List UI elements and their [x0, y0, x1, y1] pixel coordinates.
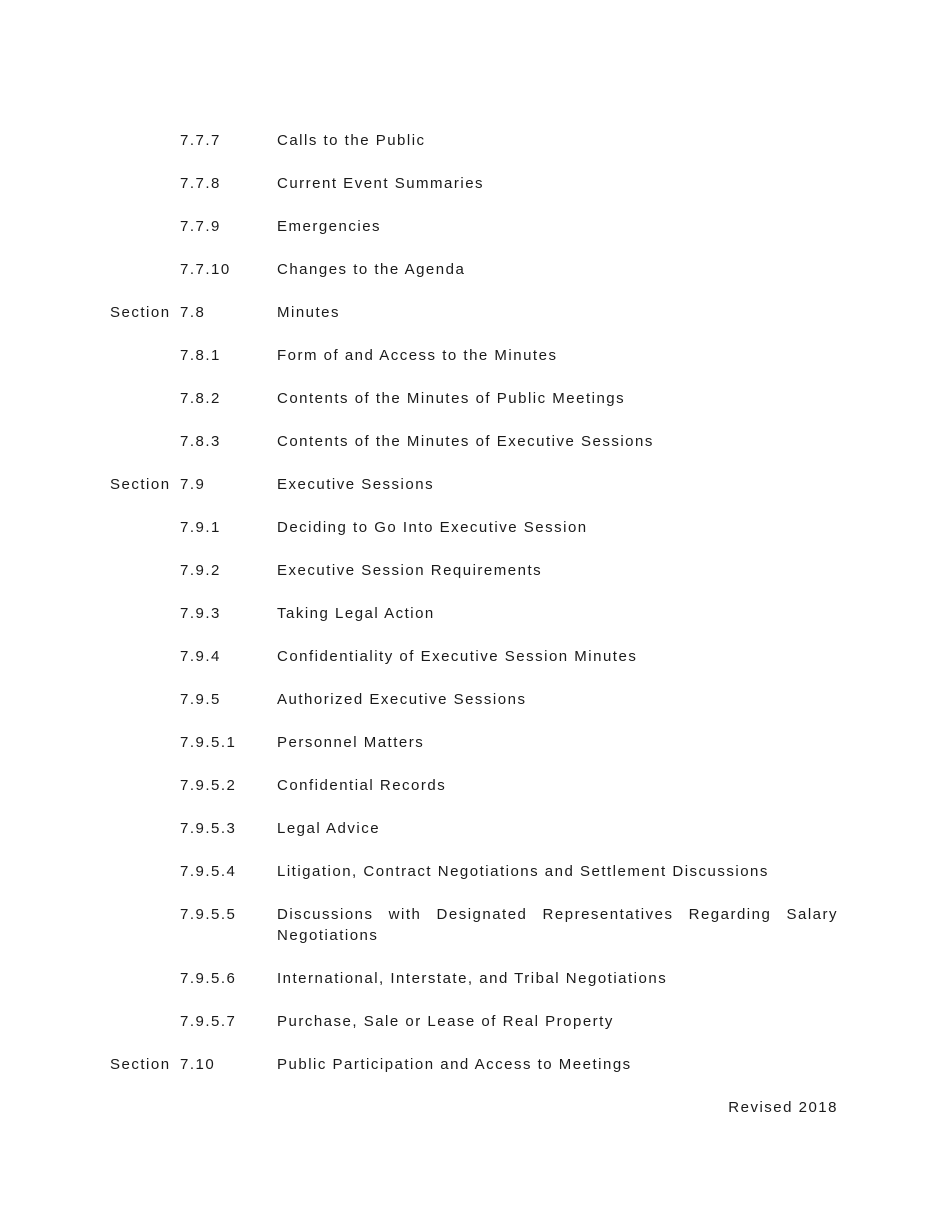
toc-entry: 7.9.5.6 International, Interstate, and T… [110, 968, 838, 989]
toc-entry: 7.9.5.4 Litigation, Contract Negotiation… [110, 861, 838, 882]
toc-entry-section-label [110, 560, 180, 581]
toc-entry-section-label [110, 345, 180, 366]
toc-entry: 7.8.2 Contents of the Minutes of Public … [110, 388, 838, 409]
toc-entry-title: Litigation, Contract Negotiations and Se… [277, 863, 769, 880]
toc-entry-section-label [110, 130, 180, 151]
toc-entry: 7.9.5.2 Confidential Records [110, 775, 838, 796]
toc-entry-section-label [110, 904, 180, 946]
toc-entry: 7.7.8 Current Event Summaries [110, 173, 838, 194]
toc-entry: 7.9.4 Confidentiality of Executive Sessi… [110, 646, 838, 667]
toc-entry-number: 7.9.5.3 [180, 820, 237, 837]
toc-entry-section-label [110, 517, 180, 538]
toc-entry-number: 7.9.5.1 [180, 734, 237, 751]
toc-entry-title: Purchase, Sale or Lease of Real Property [277, 1013, 614, 1030]
toc-entry: 7.9.5.1 Personnel Matters [110, 732, 838, 753]
toc-entry: 7.9.5 Authorized Executive Sessions [110, 689, 838, 710]
toc-entry-title: Confidential Records [277, 777, 447, 794]
toc-entry-section-label [110, 1011, 180, 1032]
toc-entry-section-label [110, 431, 180, 452]
toc-entry: 7.9.2 Executive Session Requirements [110, 560, 838, 581]
toc-entry-section-label [110, 732, 180, 753]
toc-entry-number: 7.9.2 [180, 562, 221, 579]
toc-entry-number: 7.8.2 [180, 390, 221, 407]
table-of-contents: 7.7.7 Calls to the Public 7.7.8 Current … [110, 0, 838, 1075]
toc-entry: 7.7.9 Emergencies [110, 216, 838, 237]
toc-entry-title: Discussions with Designated Representati… [277, 906, 838, 944]
toc-entry: 7.9.5.5 Discussions with Designated Repr… [110, 904, 838, 946]
toc-entry-section-label [110, 968, 180, 989]
toc-entry-title: Personnel Matters [277, 734, 425, 751]
toc-entry-number: 7.9.4 [180, 648, 221, 665]
toc-entry: 7.8.1 Form of and Access to the Minutes [110, 345, 838, 366]
toc-entry-title: Executive Session Requirements [277, 562, 543, 579]
toc-entry-number: 7.7.9 [180, 218, 221, 235]
toc-entry: Section 7.9 Executive Sessions [110, 474, 838, 495]
toc-entry-section-label [110, 216, 180, 237]
toc-entry-title: Current Event Summaries [277, 175, 485, 192]
toc-entry: 7.7.7 Calls to the Public [110, 130, 838, 151]
toc-entry-number: 7.7.10 [180, 261, 231, 278]
toc-entry-title: International, Interstate, and Tribal Ne… [277, 970, 668, 987]
toc-entry-title: Authorized Executive Sessions [277, 691, 527, 708]
toc-entry-number: 7.8.3 [180, 433, 221, 450]
toc-entry-section-label [110, 603, 180, 624]
toc-entry-section-label [110, 173, 180, 194]
toc-entry-number: 7.9.5.2 [180, 777, 237, 794]
toc-entry: Section 7.8 Minutes [110, 302, 838, 323]
toc-entry-section-label [110, 689, 180, 710]
toc-entry-number: 7.8.1 [180, 347, 221, 364]
toc-entry-title: Executive Sessions [277, 476, 435, 493]
toc-entry: Section 7.10 Public Participation and Ac… [110, 1054, 838, 1075]
toc-entry-title: Contents of the Minutes of Public Meetin… [277, 390, 626, 407]
toc-entry: 7.7.10 Changes to the Agenda [110, 259, 838, 280]
toc-entry-title: Deciding to Go Into Executive Session [277, 519, 588, 536]
toc-entry-section-label: Section [110, 1056, 171, 1073]
toc-entry-number: 7.9.5.6 [180, 970, 237, 987]
toc-entry-section-label [110, 646, 180, 667]
toc-entry-number: 7.7.7 [180, 132, 221, 149]
toc-entry-number: 7.8 [180, 304, 206, 321]
toc-entry-number: 7.9.5.5 [180, 906, 237, 923]
toc-entry-number: 7.9.1 [180, 519, 221, 536]
toc-entry-section-label: Section [110, 304, 171, 321]
toc-entry-section-label [110, 775, 180, 796]
toc-entry: 7.9.3 Taking Legal Action [110, 603, 838, 624]
toc-entry-title: Legal Advice [277, 820, 381, 837]
toc-entry-section-label [110, 388, 180, 409]
revision-note: Revised 2018 [728, 1099, 838, 1116]
toc-entry-title: Minutes [277, 304, 341, 321]
toc-entry-title: Contents of the Minutes of Executive Ses… [277, 433, 654, 450]
toc-entry-title: Public Participation and Access to Meeti… [277, 1056, 632, 1073]
toc-entry-section-label [110, 861, 180, 882]
toc-entry-title: Calls to the Public [277, 132, 426, 149]
toc-entry-number: 7.9.5.7 [180, 1013, 237, 1030]
toc-entry: 7.8.3 Contents of the Minutes of Executi… [110, 431, 838, 452]
toc-entry: 7.9.1 Deciding to Go Into Executive Sess… [110, 517, 838, 538]
toc-entry-number: 7.10 [180, 1056, 216, 1073]
toc-entry-number: 7.7.8 [180, 175, 221, 192]
toc-entry-number: 7.9.5.4 [180, 863, 237, 880]
toc-entry-title: Emergencies [277, 218, 382, 235]
toc-entry-title: Changes to the Agenda [277, 261, 466, 278]
toc-entry-number: 7.9.3 [180, 605, 221, 622]
toc-entry-section-label [110, 818, 180, 839]
toc-entry-number: 7.9 [180, 476, 206, 493]
toc-entry-title: Taking Legal Action [277, 605, 435, 622]
toc-entry-title: Confidentiality of Executive Session Min… [277, 648, 638, 665]
toc-entry-title: Form of and Access to the Minutes [277, 347, 558, 364]
toc-entry-number: 7.9.5 [180, 691, 221, 708]
toc-entry: 7.9.5.7 Purchase, Sale or Lease of Real … [110, 1011, 838, 1032]
toc-entry-section-label [110, 259, 180, 280]
toc-entry-section-label: Section [110, 476, 171, 493]
toc-entry: 7.9.5.3 Legal Advice [110, 818, 838, 839]
